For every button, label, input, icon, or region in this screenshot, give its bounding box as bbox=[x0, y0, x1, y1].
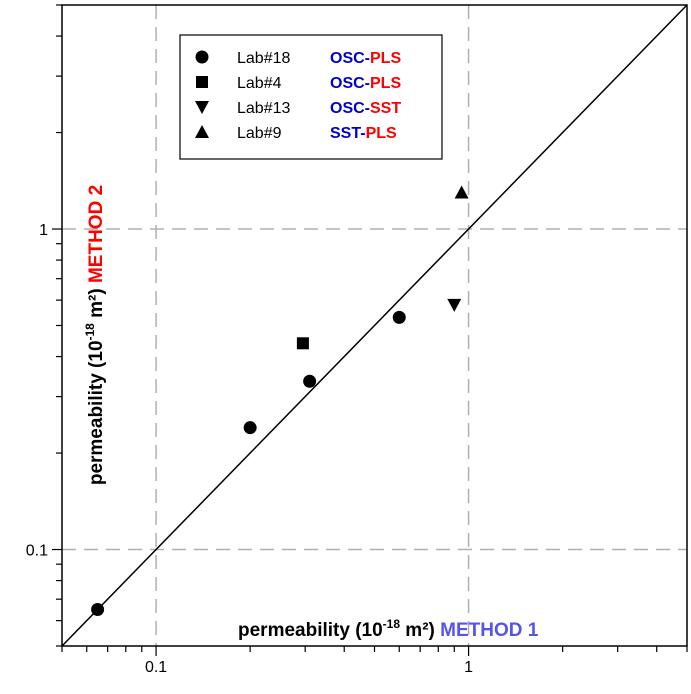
legend-method-part: PLS bbox=[370, 75, 401, 92]
legend-marker-triangle-down bbox=[195, 101, 209, 114]
legend-method-part: - bbox=[365, 50, 370, 67]
data-point-triangle-up bbox=[454, 185, 469, 199]
legend-method-part: - bbox=[360, 125, 365, 142]
legend-label: Lab#9 bbox=[237, 125, 282, 142]
data-point-square bbox=[296, 337, 309, 350]
data-points-layer bbox=[91, 185, 469, 616]
x-axis-title-method: METHOD 1 bbox=[440, 620, 539, 641]
y-axis-title: permeability (10-18 m²) METHOD 2 bbox=[83, 185, 107, 485]
legend-method-part: OSC bbox=[330, 75, 365, 92]
legend-method-label: OSC-PLS bbox=[330, 50, 401, 67]
legend-label: Lab#4 bbox=[237, 75, 282, 92]
legend-method-label: SST-PLS bbox=[330, 125, 397, 142]
data-point-circle bbox=[91, 602, 105, 616]
legend-method-part: PLS bbox=[366, 125, 397, 142]
legend-method-part: OSC bbox=[330, 100, 365, 117]
data-point-circle bbox=[243, 421, 257, 435]
y-axis-title-prefix: permeability (10 bbox=[86, 340, 107, 485]
legend-method-part: SST bbox=[370, 100, 401, 117]
y-axis-title-superscript: -18 bbox=[83, 323, 97, 341]
data-point-triangle-down bbox=[447, 298, 462, 312]
reference-line-y-equals-x bbox=[61, 4, 688, 647]
x-axis-title-superscript: -18 bbox=[383, 617, 401, 631]
y-axis-title-method: METHOD 2 bbox=[86, 185, 107, 283]
ticks-layer: 0.1 1 0.1 1 bbox=[26, 4, 688, 676]
legend-method-part: PLS bbox=[370, 50, 401, 67]
data-point-circle bbox=[392, 310, 406, 324]
data-point-circle bbox=[303, 374, 317, 388]
x-axis-title-unit: m²) bbox=[400, 620, 440, 641]
legend-method-part: OSC bbox=[330, 50, 365, 67]
legend-box bbox=[179, 34, 443, 160]
reference-line-layer bbox=[61, 4, 688, 647]
legend-method-label: OSC-PLS bbox=[330, 75, 401, 92]
y-axis-title-unit: m²) bbox=[86, 283, 107, 323]
legend-method-part: - bbox=[365, 100, 370, 117]
y-tick-label: 0.1 bbox=[26, 543, 48, 560]
legend-method-part: SST bbox=[330, 125, 361, 142]
legend-label: Lab#18 bbox=[237, 50, 290, 67]
x-axis-title-prefix: permeability (10 bbox=[238, 620, 383, 641]
y-tick-label: 1 bbox=[39, 222, 48, 239]
x-tick-label: 0.1 bbox=[145, 659, 167, 676]
legend-label: Lab#13 bbox=[237, 100, 290, 117]
legend-method-label: OSC-SST bbox=[330, 100, 401, 117]
legend-marker-circle bbox=[195, 50, 209, 64]
legend-marker-triangle-up bbox=[195, 125, 209, 138]
x-axis-title: permeability (10-18 m²) METHOD 1 bbox=[238, 617, 539, 641]
legend-method-part: - bbox=[365, 75, 370, 92]
grid-layer bbox=[62, 5, 687, 646]
legend-marker-square bbox=[196, 76, 208, 88]
x-tick-label: 1 bbox=[464, 659, 473, 676]
